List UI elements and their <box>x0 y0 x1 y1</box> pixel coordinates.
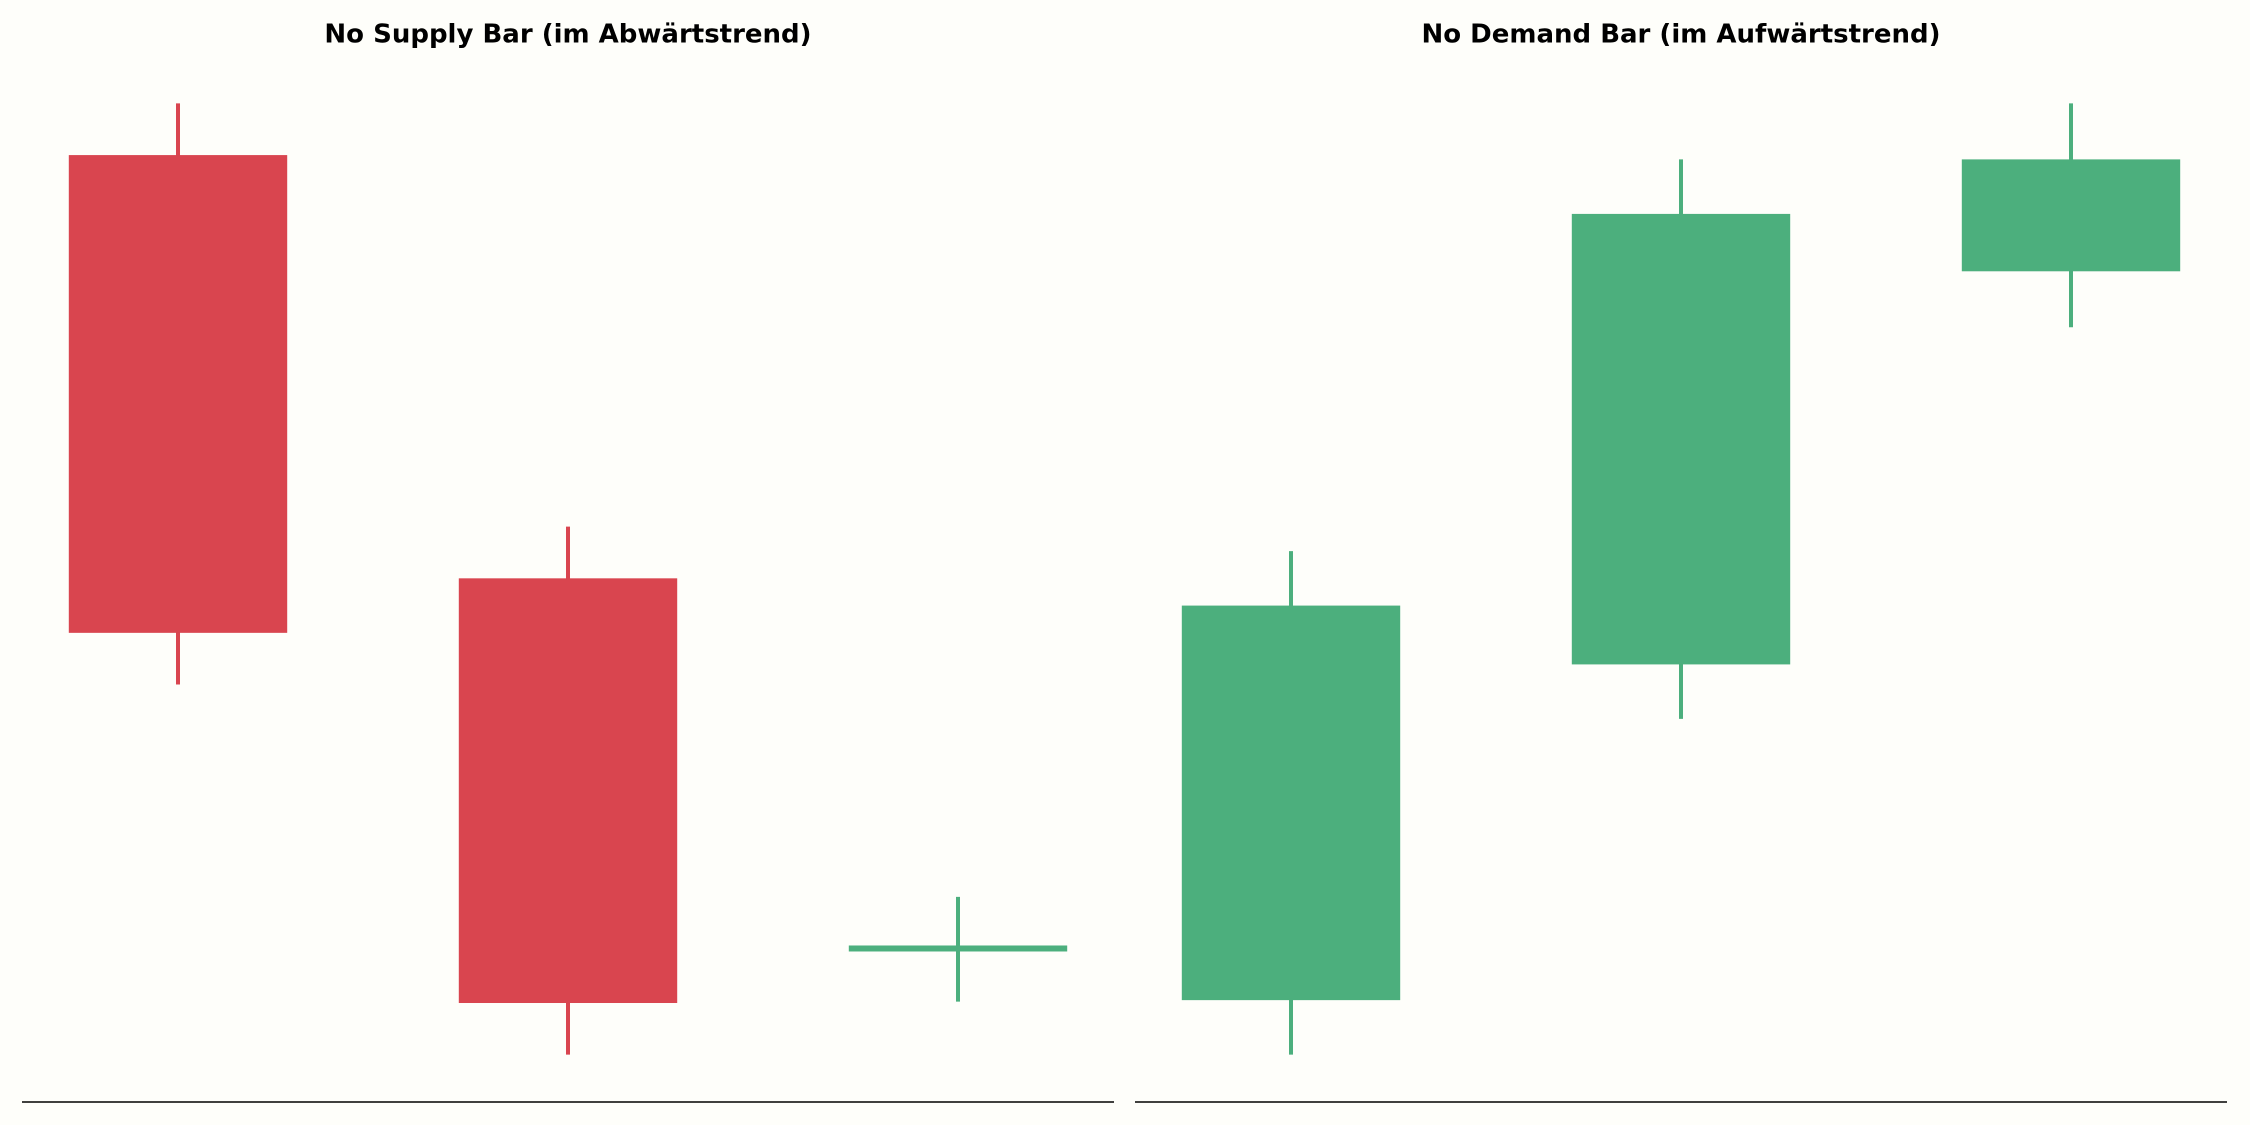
candle-body <box>1181 605 1401 1001</box>
candle-body <box>458 578 678 1004</box>
candle-body <box>1961 159 2181 272</box>
candle-body <box>68 155 288 633</box>
chart-title: No Supply Bar (im Abwärtstrend) <box>324 20 811 50</box>
candle-body <box>1571 213 1791 665</box>
chart-title: No Demand Bar (im Aufwärtstrend) <box>1422 20 1941 50</box>
candle-body <box>848 945 1068 952</box>
